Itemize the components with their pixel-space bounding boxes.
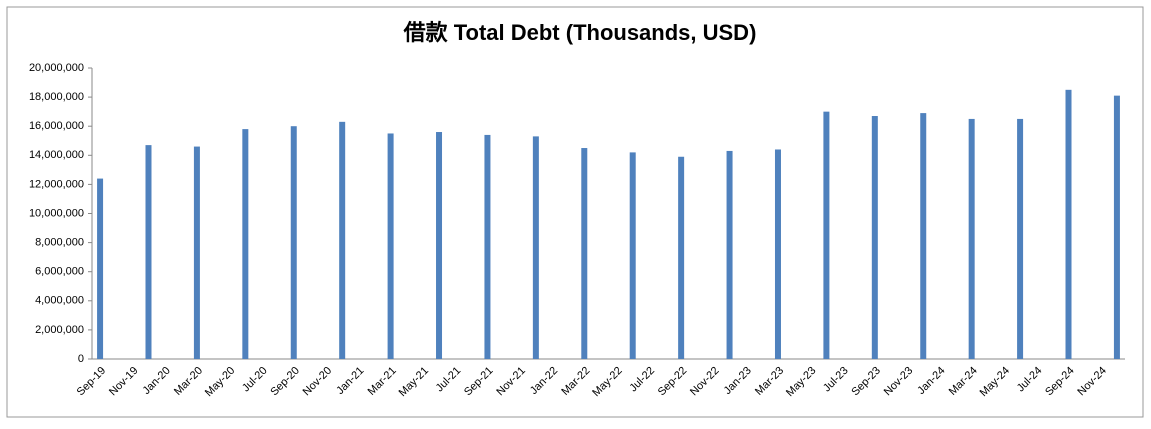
- y-tick-label: 14,000,000: [29, 149, 84, 161]
- bar: [823, 111, 830, 360]
- y-tick-label: 6,000,000: [35, 266, 84, 278]
- bar: [1017, 118, 1024, 359]
- bar: [387, 133, 394, 359]
- bar: [242, 129, 249, 359]
- bar: [436, 132, 443, 359]
- bar: [871, 116, 878, 359]
- bar: [484, 134, 491, 359]
- y-tick-label: 0: [78, 353, 84, 365]
- bar: [1065, 89, 1072, 359]
- y-tick-label: 16,000,000: [29, 120, 84, 132]
- chart-title: 借款 Total Debt (Thousands, USD): [403, 20, 757, 45]
- bar: [968, 118, 975, 359]
- y-tick-label: 12,000,000: [29, 178, 84, 190]
- y-tick-label: 4,000,000: [35, 295, 84, 307]
- y-tick-label: 8,000,000: [35, 237, 84, 249]
- bar: [920, 113, 927, 359]
- bar: [1113, 95, 1120, 360]
- bar: [97, 178, 104, 359]
- y-tick-label: 10,000,000: [29, 207, 84, 219]
- y-tick-label: 2,000,000: [35, 324, 84, 336]
- bar: [581, 148, 588, 359]
- bar: [193, 146, 200, 359]
- y-tick-label: 18,000,000: [29, 91, 84, 103]
- bar: [726, 150, 733, 359]
- bar: [339, 121, 346, 360]
- bar: [678, 156, 685, 359]
- bar: [629, 152, 636, 359]
- bar: [774, 149, 781, 359]
- bar: [290, 126, 297, 359]
- bar: [145, 145, 152, 359]
- bar: [532, 136, 539, 359]
- y-tick-label: 20,000,000: [29, 62, 84, 74]
